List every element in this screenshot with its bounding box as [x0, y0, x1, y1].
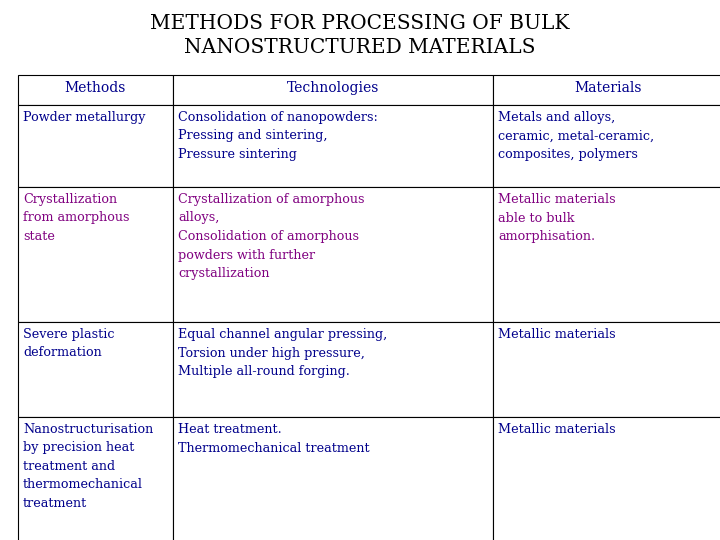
Bar — [493, 417, 720, 540]
Text: Materials: Materials — [575, 81, 642, 95]
Text: Severe plastic
deformation: Severe plastic deformation — [23, 328, 114, 360]
Bar — [173, 322, 493, 417]
Text: Methods: Methods — [65, 81, 126, 95]
Text: NANOSTRUCTURED MATERIALS: NANOSTRUCTURED MATERIALS — [184, 38, 536, 57]
Bar — [173, 187, 493, 322]
Bar — [173, 75, 493, 105]
Bar — [18, 105, 173, 187]
Bar — [18, 322, 173, 417]
Text: Metallic materials
able to bulk
amorphisation.: Metallic materials able to bulk amorphis… — [498, 193, 616, 243]
Text: Crystallization of amorphous
alloys,
Consolidation of amorphous
powders with fur: Crystallization of amorphous alloys, Con… — [178, 193, 364, 280]
Bar — [173, 417, 493, 540]
Text: Consolidation of nanopowders:
Pressing and sintering,
Pressure sintering: Consolidation of nanopowders: Pressing a… — [178, 111, 378, 161]
Bar — [493, 322, 720, 417]
Text: Metallic materials: Metallic materials — [498, 328, 616, 341]
Text: Powder metallurgy: Powder metallurgy — [23, 111, 145, 124]
Text: Nanostructurisation
by precision heat
treatment and
thermomechanical
treatment: Nanostructurisation by precision heat tr… — [23, 423, 153, 510]
Text: Equal channel angular pressing,
Torsion under high pressure,
Multiple all-round : Equal channel angular pressing, Torsion … — [178, 328, 387, 378]
Text: Metallic materials: Metallic materials — [498, 423, 616, 436]
Text: METHODS FOR PROCESSING OF BULK: METHODS FOR PROCESSING OF BULK — [150, 14, 570, 33]
Text: Technologies: Technologies — [287, 81, 379, 95]
Bar — [18, 417, 173, 540]
Bar — [493, 187, 720, 322]
Bar — [493, 105, 720, 187]
Text: Heat treatment.
Thermomechanical treatment: Heat treatment. Thermomechanical treatme… — [178, 423, 369, 455]
Bar — [18, 187, 173, 322]
Bar — [173, 105, 493, 187]
Text: Crystallization
from amorphous
state: Crystallization from amorphous state — [23, 193, 130, 243]
Text: Metals and alloys,
ceramic, metal-ceramic,
composites, polymers: Metals and alloys, ceramic, metal-cerami… — [498, 111, 654, 161]
Bar — [18, 75, 173, 105]
Bar — [493, 75, 720, 105]
